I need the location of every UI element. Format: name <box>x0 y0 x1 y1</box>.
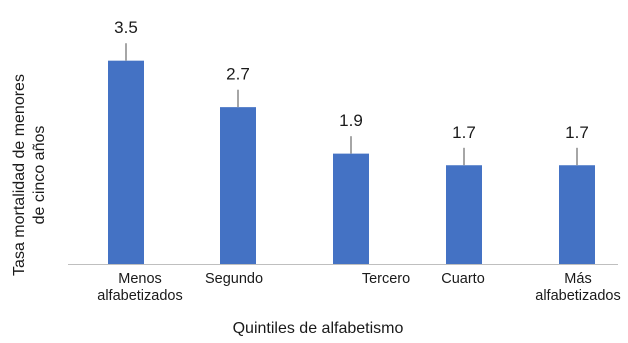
error-bars-group <box>125 43 578 166</box>
bar-1 <box>108 60 144 264</box>
bar-2 <box>220 107 256 265</box>
x-tick-label-5: Más alfabetizados <box>535 271 620 304</box>
bar-3 <box>333 153 369 264</box>
data-label-5: 1.7 <box>565 123 589 142</box>
data-label-2: 2.7 <box>226 65 250 84</box>
bars-group <box>108 60 595 265</box>
x-tick-labels-group: Menos alfabetizados Segundo Tercero Cuarto Má… <box>97 271 620 304</box>
x-axis-title: Quintiles de alfabetismo <box>233 320 404 337</box>
y-axis-title-text: Tasa mortalidad de menores de cinco años <box>11 74 48 276</box>
data-label-1: 3.5 <box>114 18 138 37</box>
x-tick-label-3: Tercero <box>362 271 410 287</box>
data-label-3: 1.9 <box>339 111 363 130</box>
bar-5 <box>559 165 595 264</box>
bar-4 <box>446 165 482 264</box>
x-tick-label-2: Segundo <box>205 271 263 287</box>
x-tick-label-1: Menos alfabetizados <box>97 271 182 304</box>
x-tick-label-4: Cuarto <box>441 271 485 287</box>
y-axis-title: Tasa mortalidad de menores de cinco años <box>11 74 48 276</box>
data-labels-group: 3.5 2.7 1.9 1.7 1.7 <box>114 18 589 142</box>
data-label-4: 1.7 <box>452 123 476 142</box>
